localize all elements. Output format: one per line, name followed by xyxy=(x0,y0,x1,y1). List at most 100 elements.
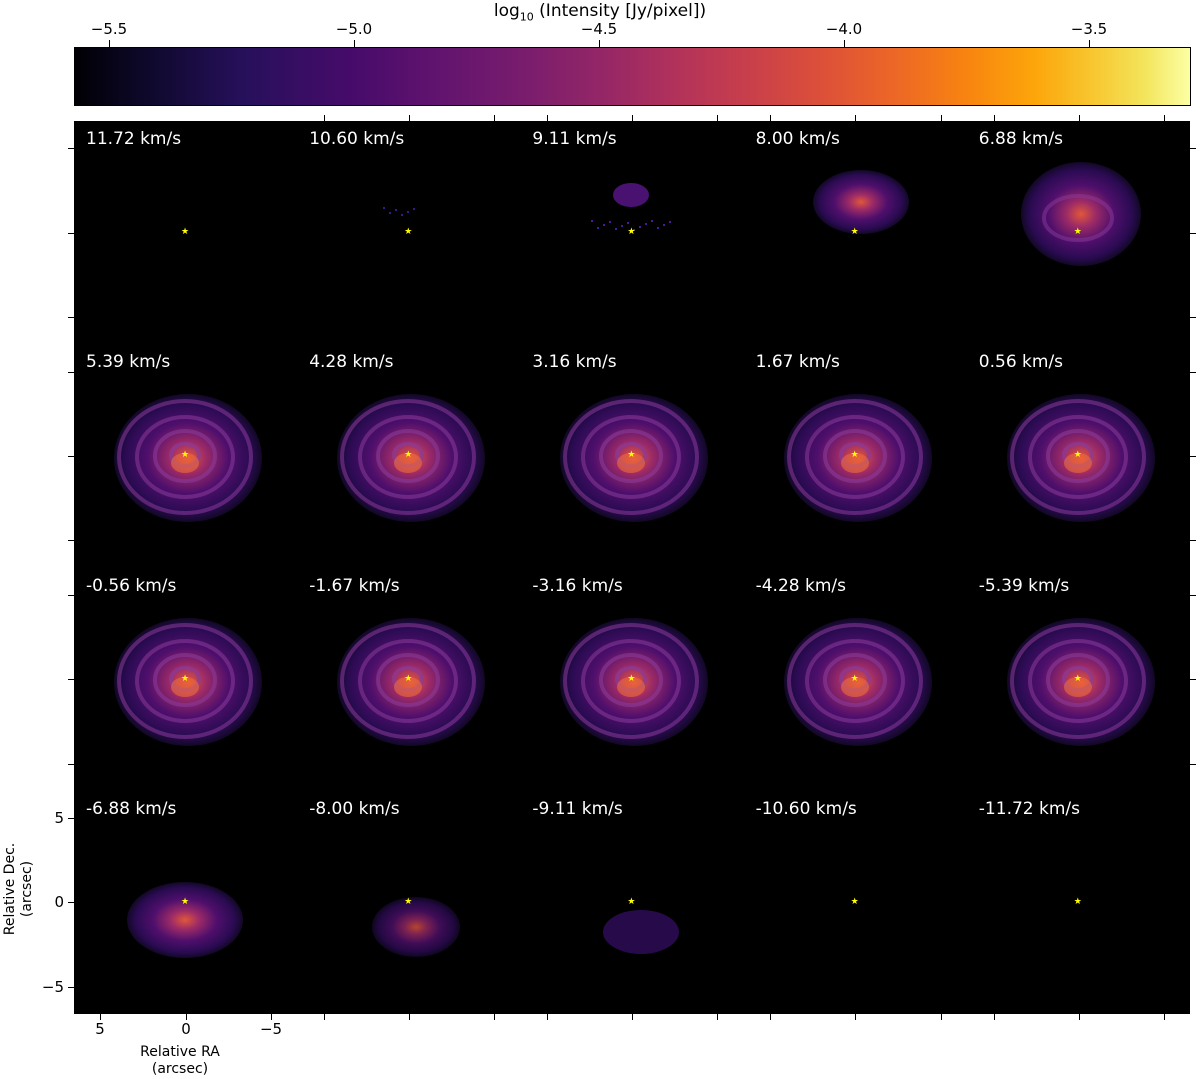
emission-image xyxy=(372,896,461,957)
x-tick xyxy=(994,1014,995,1020)
x-tick xyxy=(186,1014,187,1020)
channel-panel: -9.11 km/s ★ xyxy=(520,791,743,1014)
y-tick xyxy=(68,764,74,765)
star-marker: ★ xyxy=(181,673,190,684)
star-marker: ★ xyxy=(850,673,859,684)
velocity-label: 9.11 km/s xyxy=(532,129,617,149)
colorbar-tick xyxy=(109,40,110,47)
velocity-label: 0.56 km/s xyxy=(978,352,1064,373)
y-tick-label: −5 xyxy=(41,978,64,996)
velocity-label: -10.60 km/s xyxy=(755,798,857,819)
star-marker: ★ xyxy=(627,896,636,907)
channel-map-grid: 11.72 km/s ★ 10.60 km/s ★ 9.11 km/s ★ 8.00 km/… xyxy=(74,121,1190,1014)
y-tick xyxy=(1190,233,1196,234)
x-tick xyxy=(100,1014,101,1020)
star-marker: ★ xyxy=(404,227,413,237)
x-tick-label: 0 xyxy=(181,1020,191,1038)
star-marker: ★ xyxy=(404,450,413,461)
y-axis-label: Relative Dec. (arcsec) xyxy=(2,842,35,936)
colorbar-tick-label: −5.5 xyxy=(90,20,128,38)
y-tick xyxy=(1190,764,1196,765)
colorbar-tick xyxy=(354,40,355,47)
emission-image xyxy=(812,170,909,234)
star-marker: ★ xyxy=(181,450,190,461)
star-marker: ★ xyxy=(404,896,413,907)
y-tick xyxy=(1190,372,1196,373)
y-tick xyxy=(68,818,74,819)
channel-panel: 6.88 km/s ★ xyxy=(967,121,1190,344)
y-tick xyxy=(68,372,74,373)
velocity-label: -3.16 km/s xyxy=(532,575,623,596)
channel-panel: -8.00 km/s ★ xyxy=(297,791,520,1014)
channel-panel: -6.88 km/s ★ xyxy=(74,791,297,1014)
velocity-label: 1.67 km/s xyxy=(755,352,840,373)
emission-image xyxy=(560,394,709,523)
velocity-label: 8.00 km/s xyxy=(755,129,840,149)
y-tick xyxy=(68,148,74,149)
velocity-label: 5.39 km/s xyxy=(86,352,171,373)
channel-panel: 0.56 km/s ★ xyxy=(967,344,1190,567)
y-tick xyxy=(1190,679,1196,680)
x-tick xyxy=(941,1014,942,1020)
x-tick xyxy=(717,115,718,121)
emission-image xyxy=(337,394,486,523)
velocity-label: 6.88 km/s xyxy=(978,129,1064,149)
channel-panel: 1.67 km/s ★ xyxy=(744,344,967,567)
colorbar-tick xyxy=(1089,40,1090,47)
emission-image xyxy=(560,617,709,746)
y-tick xyxy=(68,540,74,541)
star-marker: ★ xyxy=(850,896,859,907)
channel-panel: -0.56 km/s ★ xyxy=(74,568,297,791)
colorbar-tick xyxy=(599,40,600,47)
channel-panel: -4.28 km/s ★ xyxy=(744,568,967,791)
emission-image xyxy=(783,617,932,746)
x-tick xyxy=(855,1014,856,1020)
emission-image xyxy=(783,394,932,523)
x-tick xyxy=(409,1014,410,1020)
velocity-label: 4.28 km/s xyxy=(309,352,394,373)
emission-image xyxy=(603,909,680,954)
colorbar-tick-label: −3.5 xyxy=(1070,20,1108,38)
velocity-label: 3.16 km/s xyxy=(532,352,617,373)
x-tick xyxy=(494,1014,495,1020)
channel-panel: -3.16 km/s ★ xyxy=(520,568,743,791)
y-tick xyxy=(1190,317,1196,318)
x-tick-label: −5 xyxy=(259,1020,283,1038)
velocity-label: -8.00 km/s xyxy=(309,798,400,819)
channel-panel: 4.28 km/s ★ xyxy=(297,344,520,567)
y-tick xyxy=(1190,595,1196,596)
star-marker: ★ xyxy=(627,227,636,237)
y-tick xyxy=(68,902,74,903)
x-tick xyxy=(717,1014,718,1020)
star-marker: ★ xyxy=(404,673,413,684)
x-tick xyxy=(547,1014,548,1020)
star-marker: ★ xyxy=(1073,896,1082,907)
colorbar-tick-label: −4.0 xyxy=(825,20,863,38)
channel-panel: 9.11 km/s ★ xyxy=(520,121,743,344)
x-tick xyxy=(547,115,548,121)
colorbar-tick-label: −4.5 xyxy=(580,20,618,38)
channel-panel: 5.39 km/s ★ xyxy=(74,344,297,567)
y-tick xyxy=(68,233,74,234)
velocity-label: -0.56 km/s xyxy=(86,575,177,596)
x-tick xyxy=(409,115,410,121)
emission-image xyxy=(1006,617,1155,746)
channel-panel: -11.72 km/s ★ xyxy=(967,791,1190,1014)
star-marker: ★ xyxy=(181,227,190,237)
colorbar-tick xyxy=(844,40,845,47)
star-marker: ★ xyxy=(627,673,636,684)
x-tick xyxy=(1164,1014,1165,1020)
emission-image xyxy=(127,881,243,958)
y-tick-label: 0 xyxy=(54,893,64,911)
emission-image xyxy=(114,617,262,746)
x-tick xyxy=(271,1014,272,1020)
colorbar-tick-label: −5.0 xyxy=(335,20,373,38)
star-marker: ★ xyxy=(181,896,190,907)
channel-panel: 10.60 km/s ★ xyxy=(297,121,520,344)
emission-image xyxy=(383,207,416,216)
velocity-label: -5.39 km/s xyxy=(978,575,1070,596)
x-tick xyxy=(941,115,942,121)
x-tick xyxy=(632,115,633,121)
star-marker: ★ xyxy=(1073,673,1082,684)
velocity-label: 11.72 km/s xyxy=(86,129,182,149)
